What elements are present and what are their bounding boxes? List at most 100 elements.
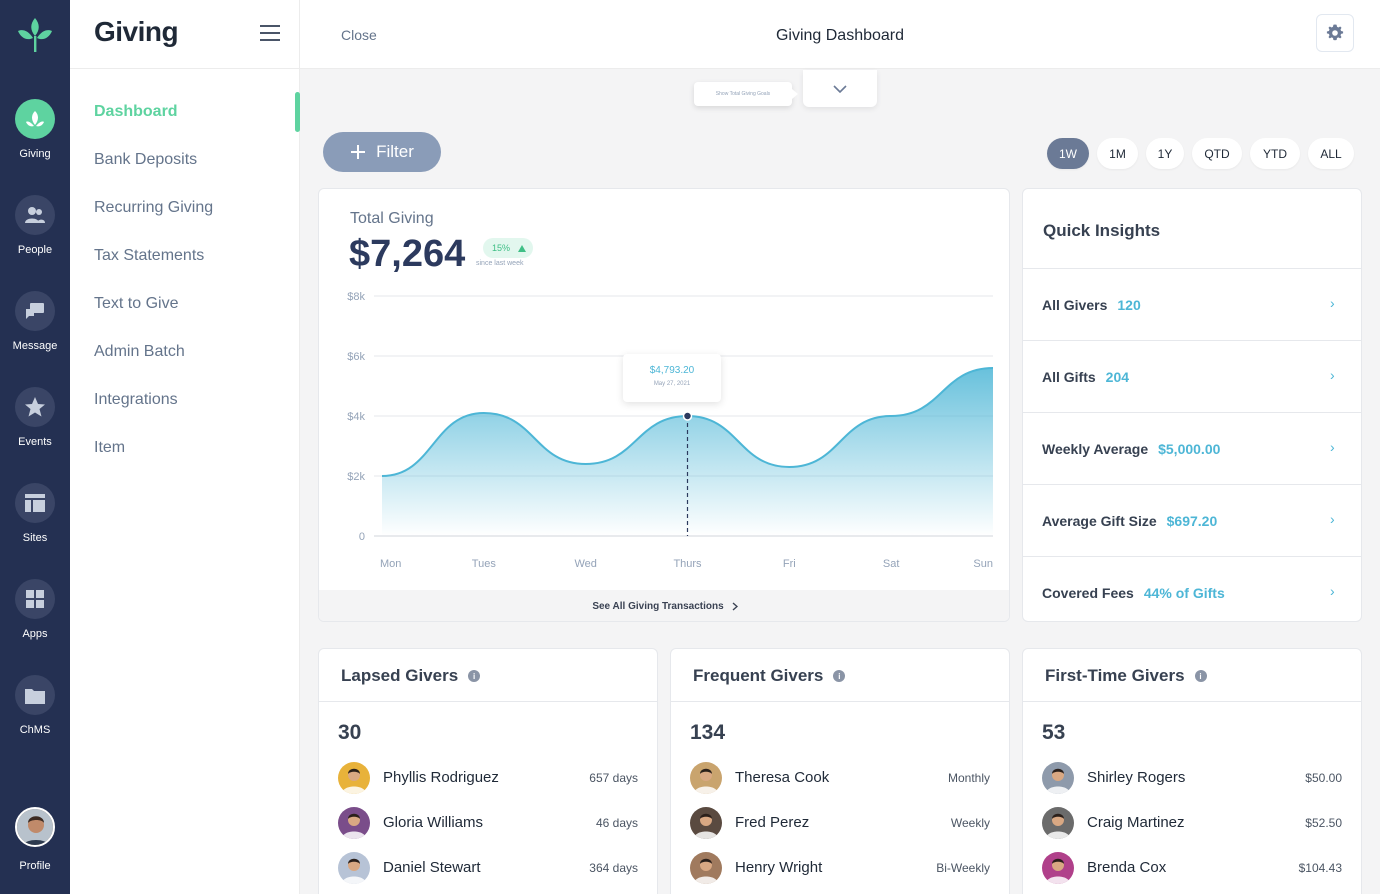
- divider: [1023, 701, 1361, 702]
- giver-name: Brenda Cox: [1087, 859, 1167, 876]
- y-tick-label: $8k: [347, 291, 365, 303]
- avatar: [338, 762, 370, 794]
- gear-icon: [1326, 24, 1344, 41]
- profile-avatar: [15, 807, 55, 847]
- menu-icon[interactable]: [260, 25, 280, 41]
- rail-label: Message: [12, 340, 58, 352]
- insight-row-all-gifts[interactable]: All Gifts 204 ›: [1023, 340, 1361, 412]
- plus-icon: [351, 145, 366, 159]
- star-icon: [25, 397, 45, 417]
- nav-item-text-to-give[interactable]: Text to Give: [94, 295, 179, 312]
- nav-item-tax-statements[interactable]: Tax Statements: [94, 247, 205, 264]
- chart-tooltip: $4,793.20 May 27, 2021: [623, 354, 721, 402]
- rail-item-profile[interactable]: Profile: [0, 807, 70, 887]
- settings-button[interactable]: [1316, 14, 1354, 52]
- nav-item-dashboard[interactable]: Dashboard: [94, 103, 178, 120]
- goals-tooltip: Show Total Giving Goals: [694, 82, 798, 106]
- nav-item-bank-deposits[interactable]: Bank Deposits: [94, 151, 198, 168]
- giver-name: Theresa Cook: [735, 769, 830, 786]
- giver-name: Craig Martinez: [1087, 814, 1185, 831]
- chevron-right-icon: ›: [1330, 583, 1335, 599]
- rail-item-message[interactable]: Message: [0, 291, 70, 371]
- info-icon[interactable]: i: [468, 670, 481, 682]
- filter-label: Filter: [376, 142, 414, 161]
- growth-badge: 15%: [483, 238, 533, 258]
- rail-item-events[interactable]: Events: [0, 387, 70, 467]
- avatar: [1042, 852, 1074, 884]
- giver-row[interactable]: Craig Martinez $52.50: [1042, 807, 1342, 839]
- growth-percent: 15%: [492, 243, 511, 253]
- total-giving-card: Total Giving $7,264 15% since last week …: [318, 188, 1010, 622]
- insight-label: All Givers 120: [1042, 297, 1141, 313]
- insight-key: Weekly Average: [1042, 441, 1149, 457]
- range-1y[interactable]: 1Y: [1146, 138, 1184, 169]
- insight-row-all-givers[interactable]: All Givers 120 ›: [1023, 268, 1361, 340]
- rail-label: Profile: [19, 860, 51, 872]
- giver-row[interactable]: Brenda Cox $104.43: [1042, 852, 1342, 884]
- see-all-label: See All Giving Transactions: [592, 601, 724, 612]
- giver-name: Daniel Stewart: [383, 859, 481, 876]
- chart-hover-point[interactable]: [682, 411, 693, 421]
- filter-button[interactable]: Filter: [323, 132, 441, 172]
- see-all-transactions-link[interactable]: See All Giving Transactions: [319, 590, 1009, 621]
- rail-item-giving[interactable]: Giving: [0, 99, 70, 179]
- info-icon[interactable]: i: [1194, 670, 1207, 682]
- nav-item-admin-batch[interactable]: Admin Batch: [94, 343, 185, 360]
- card-title-text: Frequent Givers: [693, 666, 824, 685]
- rail-item-apps[interactable]: Apps: [0, 579, 70, 659]
- card-title-text: Lapsed Givers: [341, 666, 459, 685]
- insight-row-covered-fees[interactable]: Covered Fees 44% of Gifts ›: [1023, 556, 1361, 628]
- growth-since: since last week: [476, 260, 524, 267]
- giver-row[interactable]: Phyllis Rodriguez 657 days: [338, 762, 638, 794]
- giver-row[interactable]: Shirley Rogers $50.00: [1042, 762, 1342, 794]
- chevron-right-icon: ›: [1330, 439, 1335, 455]
- giver-row[interactable]: Gloria Williams 46 days: [338, 807, 638, 839]
- giver-row[interactable]: Henry Wright Bi-Weekly: [690, 852, 990, 884]
- y-tick-label: $6k: [347, 351, 365, 363]
- nav-item-recurring-giving[interactable]: Recurring Giving: [94, 199, 214, 216]
- nav-item-integrations[interactable]: Integrations: [94, 391, 178, 408]
- goals-toggle-button[interactable]: [803, 70, 877, 107]
- rail-item-chms[interactable]: ChMS: [0, 675, 70, 755]
- close-link[interactable]: Close: [341, 27, 377, 43]
- giving-subnav: Giving Dashboard Bank Deposits Recurring…: [70, 0, 300, 894]
- insight-label: Weekly Average $5,000.00: [1042, 441, 1220, 457]
- range-ytd[interactable]: YTD: [1250, 138, 1300, 169]
- nav-item-item[interactable]: Item: [94, 439, 126, 456]
- rail-label: People: [17, 244, 53, 256]
- rail-item-sites[interactable]: Sites: [0, 483, 70, 563]
- givers-count: 134: [690, 721, 726, 744]
- triangle-up-icon: [518, 244, 527, 252]
- x-tick-label: Wed: [574, 558, 596, 570]
- grid-icon: [26, 590, 44, 608]
- insight-row-weekly-average[interactable]: Weekly Average $5,000.00 ›: [1023, 412, 1361, 484]
- giver-row[interactable]: Daniel Stewart 364 days: [338, 852, 638, 884]
- giver-meta: 657 days: [589, 771, 638, 785]
- range-1m[interactable]: 1M: [1097, 138, 1138, 169]
- avatar: [338, 807, 370, 839]
- giver-meta: Weekly: [950, 816, 990, 830]
- insight-row-average-gift-size[interactable]: Average Gift Size $697.20 ›: [1023, 484, 1361, 556]
- givers-count: 53: [1042, 721, 1066, 744]
- chevron-down-icon: [833, 84, 847, 93]
- y-tick-label: $4k: [347, 411, 365, 423]
- giving-area-chart: 0 $2k $4k $6k $8k Mon Tues Wed Thurs Fri Sat Sun: [347, 291, 994, 570]
- rail-item-people[interactable]: People: [0, 195, 70, 275]
- insight-key: Covered Fees: [1042, 585, 1134, 601]
- giver-row[interactable]: Fred Perez Weekly: [690, 807, 990, 839]
- range-all[interactable]: ALL: [1308, 138, 1354, 169]
- lapsed-givers-card: Lapsed Givers i 30 Phyllis Rodriguez 657 d…: [318, 648, 658, 894]
- range-1w[interactable]: 1W: [1047, 138, 1089, 169]
- insight-value: $697.20: [1166, 513, 1218, 529]
- leaf-icon: [26, 111, 44, 127]
- info-icon[interactable]: i: [833, 670, 846, 682]
- layout-icon: [25, 494, 45, 512]
- quick-insights-title: Quick Insights: [1043, 221, 1161, 240]
- avatar: [1042, 807, 1074, 839]
- folder-icon: [25, 688, 45, 704]
- card-title: First-Time Givers i: [1045, 666, 1207, 686]
- giver-meta: $104.43: [1298, 861, 1342, 875]
- giver-meta: Bi-Weekly: [936, 861, 990, 875]
- range-qtd[interactable]: QTD: [1192, 138, 1242, 169]
- giver-row[interactable]: Theresa Cook Monthly: [690, 762, 990, 794]
